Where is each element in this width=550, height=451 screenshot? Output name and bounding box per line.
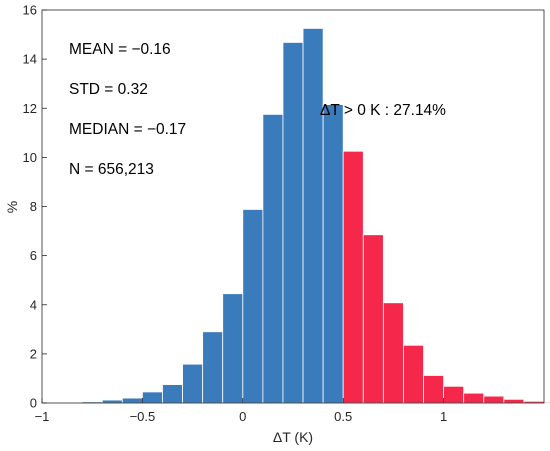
y-axis-label: % [4, 201, 20, 213]
histogram-bar-s0-10 [262, 113, 284, 404]
histogram-bar-s0-6 [182, 363, 204, 404]
median-annotation: MEDIAN = −0.17 [69, 121, 186, 138]
y-tick-label: 0 [30, 396, 37, 411]
histogram-bar-s0-12 [302, 28, 324, 404]
histogram-bar-s0-11 [282, 42, 304, 404]
histogram-bar-s0-7 [202, 331, 224, 404]
histogram-bar-s0-13 [322, 104, 344, 404]
histogram-bar-s0-8 [222, 293, 244, 404]
histogram-bar-s1-6 [463, 392, 485, 404]
y-axis-ticks: 0 2 4 6 8 10 12 14 16 [23, 3, 47, 411]
x-axis-ticks: 10.50−0.5−1−1.5 [35, 398, 447, 424]
histogram-bar-s0-2 [101, 399, 123, 404]
histogram-bar-s1-0 [342, 150, 364, 404]
histogram-bar-s0-9 [242, 209, 264, 404]
histogram-bar-s1-4 [423, 375, 444, 404]
y-tick-label: 2 [30, 346, 37, 361]
x-tick-label: −1 [35, 409, 50, 424]
count-annotation: N = 656,213 [69, 161, 154, 178]
histogram-bar-s0-3 [121, 397, 143, 404]
histogram-bar-s1-10 [543, 401, 550, 404]
y-tick-label: 6 [30, 248, 37, 263]
histogram-bar-s1-8 [503, 398, 525, 404]
y-tick-label: 4 [30, 297, 37, 312]
bars-group [61, 28, 550, 404]
histogram-bar-s1-2 [382, 302, 404, 404]
y-tick-label: 10 [23, 150, 37, 165]
y-tick-label: 8 [30, 199, 37, 214]
histogram-bar-s1-3 [403, 344, 424, 404]
y-tick-label: 12 [23, 101, 37, 116]
std-annotation: STD = 0.32 [69, 81, 148, 98]
histogram-bar-s0-5 [162, 384, 183, 404]
x-tick-label: 1 [440, 409, 447, 424]
mean-annotation: MEAN = −0.16 [69, 41, 171, 58]
y-tick-label: 16 [23, 3, 37, 18]
x-axis-label: ΔT (K) [273, 429, 313, 445]
histogram-bar-s1-1 [362, 234, 384, 404]
histogram-bar-s1-5 [443, 385, 465, 404]
positive-share-annotation: ΔT > 0 K : 27.14% [320, 102, 446, 119]
y-tick-label: 14 [23, 52, 37, 67]
histogram-bar-s1-7 [483, 395, 505, 404]
x-tick-label: 0 [239, 409, 246, 424]
histogram-bar-s0-4 [141, 391, 163, 404]
x-tick-label: −0.5 [130, 409, 156, 424]
x-tick-label: 0.5 [334, 409, 352, 424]
